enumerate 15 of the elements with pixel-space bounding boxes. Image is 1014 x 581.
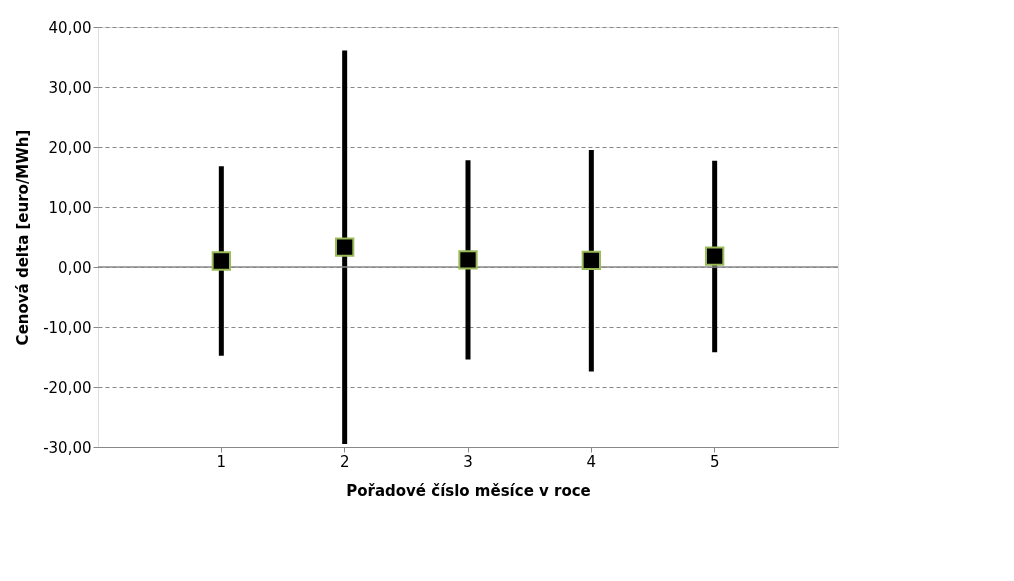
y-tick-label: 40,00 bbox=[48, 18, 92, 37]
y-tick-label: -10,00 bbox=[43, 318, 92, 337]
x-tick-label: 4 bbox=[586, 452, 597, 471]
y-tick-label: -20,00 bbox=[43, 378, 92, 397]
x-tick-label: 1 bbox=[216, 452, 227, 471]
y-tick-label: 20,00 bbox=[48, 138, 92, 157]
y-tick-label: 30,00 bbox=[48, 78, 92, 97]
x-tick-label: 3 bbox=[463, 452, 473, 471]
x-tick-label: 5 bbox=[709, 452, 720, 471]
x-tick-label: 2 bbox=[339, 452, 350, 471]
y-axis-title: Cenová delta [euro/MWh] bbox=[14, 129, 33, 346]
y-tick-label: -30,00 bbox=[43, 438, 92, 457]
x-axis-title: Pořadové číslo měsíce v roce bbox=[346, 481, 591, 500]
y-tick-label: 10,00 bbox=[48, 198, 92, 217]
y-tick-label: 0,00 bbox=[58, 258, 92, 277]
